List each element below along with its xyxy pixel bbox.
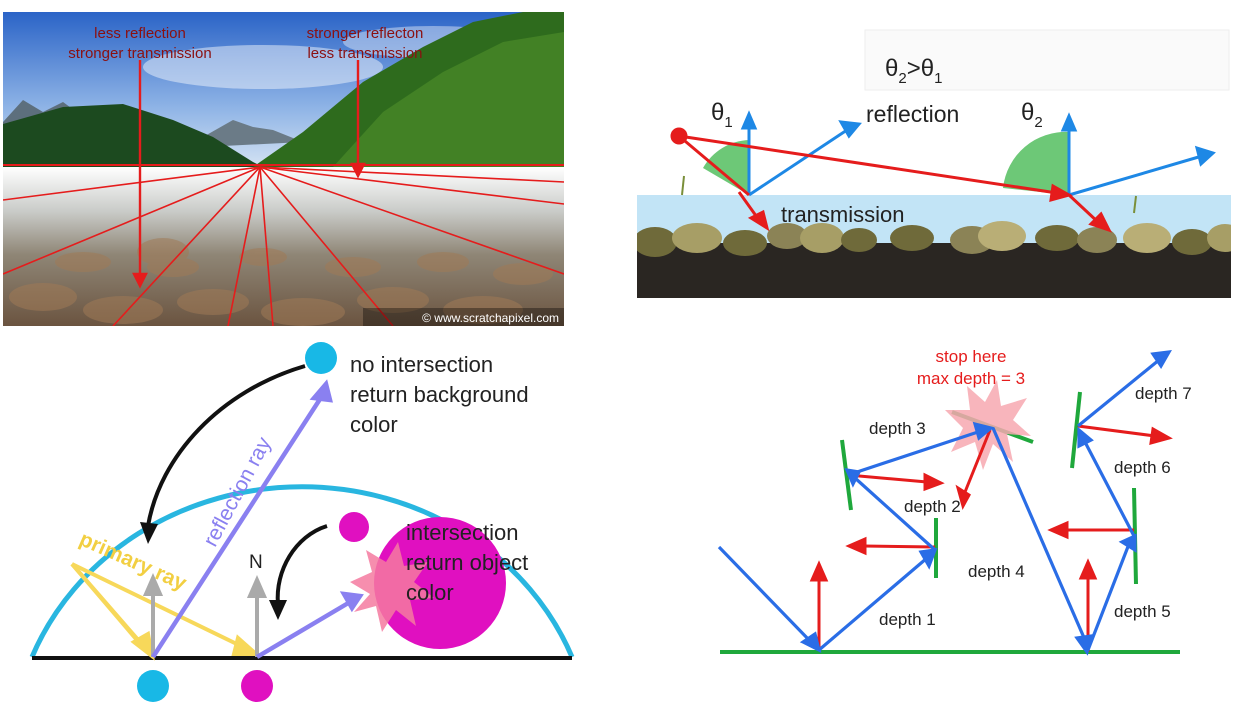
reflection-ray-label: reflection ray — [199, 433, 276, 550]
hit-starburst — [350, 542, 434, 632]
depth-5-label: depth 5 — [1114, 602, 1171, 621]
no-intersection-line2: return background — [350, 382, 529, 407]
depth-7-label: depth 7 — [1135, 384, 1192, 403]
grass-blades — [681, 175, 1137, 214]
panel-raytrace-dome: no intersection return background color … — [20, 336, 610, 716]
depth-2-label: depth 2 — [904, 497, 961, 516]
panel-recursion-depth: stop here max depth = 3 depth 1 depth 2 … — [715, 340, 1235, 670]
normals — [740, 110, 1078, 195]
depth-6-label: depth 6 — [1114, 458, 1171, 477]
recursion-depth-diagram: stop here max depth = 3 depth 1 depth 2 … — [717, 347, 1192, 656]
depth-1-label: depth 1 — [879, 610, 936, 629]
surface-normals — [142, 573, 268, 657]
no-intersection-line1: no intersection — [350, 352, 493, 377]
arrow-head-background — [140, 522, 158, 544]
label-stronger-reflection: stronger reflecton — [307, 25, 424, 42]
raytrace-dome-diagram: no intersection return background color … — [29, 342, 575, 702]
ray-path — [717, 350, 1172, 656]
normal-arrows — [809, 424, 1173, 652]
theta-relation: θ2>θ1 — [885, 55, 942, 87]
lake-photo-illustration: less reflection stronger transmission st… — [2, 12, 565, 327]
arrow-head-object — [269, 600, 287, 620]
reflected-rays — [748, 120, 1216, 197]
primary-rays — [70, 562, 262, 661]
background-hit-dot — [305, 342, 337, 374]
pebbles — [633, 221, 1243, 257]
theta1-label: θ1 — [711, 99, 733, 131]
reflection-label: reflection — [866, 101, 959, 127]
copyright-text: © www.scratchapixel.com — [422, 311, 559, 325]
title-backdrop — [864, 29, 1230, 91]
surface-point-dot — [241, 670, 273, 702]
angle-theta1-wedge — [703, 140, 749, 195]
normal-label: N — [249, 552, 263, 573]
view-rays — [2, 166, 565, 327]
panel-lake-photo: less reflection stronger transmission st… — [2, 12, 565, 327]
reflection-rays — [151, 379, 364, 659]
object-hit-dot — [339, 512, 369, 542]
cloud — [143, 45, 383, 89]
label-stronger-transmission: stronger transmission — [68, 45, 211, 62]
intersection-line3: color — [406, 580, 454, 605]
camera-dot — [137, 670, 169, 702]
stop-here-label: stop here — [936, 347, 1007, 366]
transmission-label: transmission — [781, 202, 904, 227]
depth-4-label: depth 4 — [968, 562, 1025, 581]
scene-dome — [29, 484, 575, 658]
angle-theta2-wedge — [1003, 131, 1069, 195]
label-less-reflection: less reflection — [94, 25, 186, 42]
panel-fresnel-diagram: θ2>θ1 θ1 θ2 reflection transmission — [633, 28, 1243, 298]
depth-3-label: depth 3 — [869, 419, 926, 438]
intersection-line2: return object — [406, 550, 528, 575]
incident-rays — [670, 127, 1112, 233]
fresnel-diagram: θ2>θ1 θ1 θ2 reflection transmission — [633, 28, 1243, 298]
no-intersection-line3: color — [350, 412, 398, 437]
return-arrows — [146, 364, 328, 605]
forest-left — [3, 104, 263, 167]
label-arrows — [132, 60, 366, 289]
theta2-label: θ2 — [1021, 99, 1043, 131]
mountain-center — [203, 120, 303, 147]
label-less-transmission: less transmission — [307, 45, 422, 62]
stop-starburst — [945, 380, 1031, 470]
max-depth-label: max depth = 3 — [917, 369, 1025, 388]
copyright-backdrop — [363, 308, 564, 326]
forest-right-light — [333, 32, 564, 167]
intersection-line1: intersection — [406, 520, 519, 545]
